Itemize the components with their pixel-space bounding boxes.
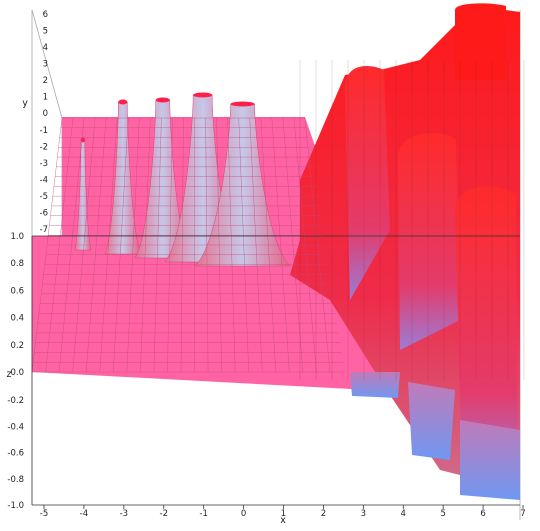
x-tick-label: -1 — [199, 509, 207, 519]
cylinders — [344, 3, 520, 500]
y-tick-label: -5 — [40, 192, 48, 202]
surface-mesh — [31, 60, 525, 380]
x-tick-label: -5 — [40, 509, 48, 519]
y-tick-label: -3 — [40, 159, 48, 169]
z-tick-label: 0.4 — [10, 314, 24, 324]
x-tick-label: 2 — [321, 509, 326, 519]
z-tick-label: -0.2 — [7, 396, 24, 406]
y-tick-label: 2 — [43, 76, 48, 86]
y-tick-label: -7 — [40, 225, 48, 235]
y-ticks: 6 5 4 3 2 1 0 -1 -2 -3 -4 -5 -6 -7 — [40, 10, 48, 235]
y-tick-label: 3 — [43, 60, 48, 70]
x-tick-label: 5 — [440, 509, 445, 519]
x-tick-label: 0 — [241, 509, 246, 519]
z-tick-label: -0.8 — [7, 475, 24, 485]
axes — [31, 235, 520, 506]
z-tick-label: 0.2 — [10, 341, 24, 351]
peak-cap — [118, 99, 128, 105]
x-tick-label: -4 — [80, 509, 88, 519]
y-tick-label: -6 — [40, 208, 48, 218]
y-tick-label: 5 — [43, 27, 48, 37]
z-axis-label: z — [7, 369, 12, 380]
peak-cap — [230, 101, 255, 107]
x-tick-label: -2 — [160, 509, 168, 519]
z-tick-label: -0.4 — [7, 422, 24, 432]
x-tick-label: 7 — [520, 509, 525, 519]
z-tick-label: 1.0 — [10, 232, 24, 242]
x-axis-label: x — [280, 515, 286, 526]
x-tick-label: 3 — [361, 509, 366, 519]
peak-spike — [74, 139, 92, 251]
x-ticks: -5 -4 -3 -2 -1 0 1 2 3 4 5 6 7 — [40, 505, 526, 519]
z-tick-label: 0.6 — [10, 286, 24, 296]
x-tick-label: 6 — [480, 509, 485, 519]
x-tick-label: 4 — [401, 509, 406, 519]
x-tick-label: -3 — [120, 509, 128, 519]
z-tick-label: 0.8 — [10, 259, 24, 269]
x-tick-label: 1 — [281, 509, 286, 519]
y-tick-label: -4 — [40, 175, 48, 185]
z-ticks: 1.0 0.8 0.6 0.4 0.2 0.0 -0.2 -0.4 -0.6 -0.8 -1.0 — [7, 232, 24, 511]
peak-cap — [155, 97, 170, 103]
z-tick-label: -0.6 — [7, 449, 24, 459]
y-tick-label: 6 — [43, 10, 48, 20]
peak-cap — [193, 92, 213, 98]
y-tick-label: 4 — [43, 43, 48, 53]
z-tick-label: 0.0 — [10, 368, 24, 378]
y-tick-label: 1 — [43, 93, 48, 103]
y-tick-label: -2 — [40, 142, 48, 152]
y-axis-label: y — [22, 98, 28, 109]
y-tick-label: -1 — [40, 126, 48, 136]
y-tick-label: 0 — [43, 109, 48, 119]
z-tick-label: -1.0 — [7, 501, 24, 511]
